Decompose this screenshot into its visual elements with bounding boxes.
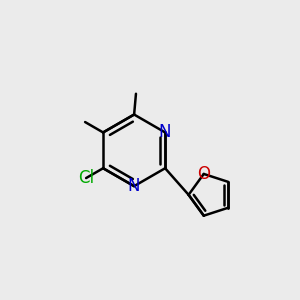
- Text: N: N: [159, 123, 171, 141]
- Text: N: N: [128, 177, 140, 195]
- Text: Cl: Cl: [78, 169, 94, 187]
- Text: O: O: [197, 165, 210, 183]
